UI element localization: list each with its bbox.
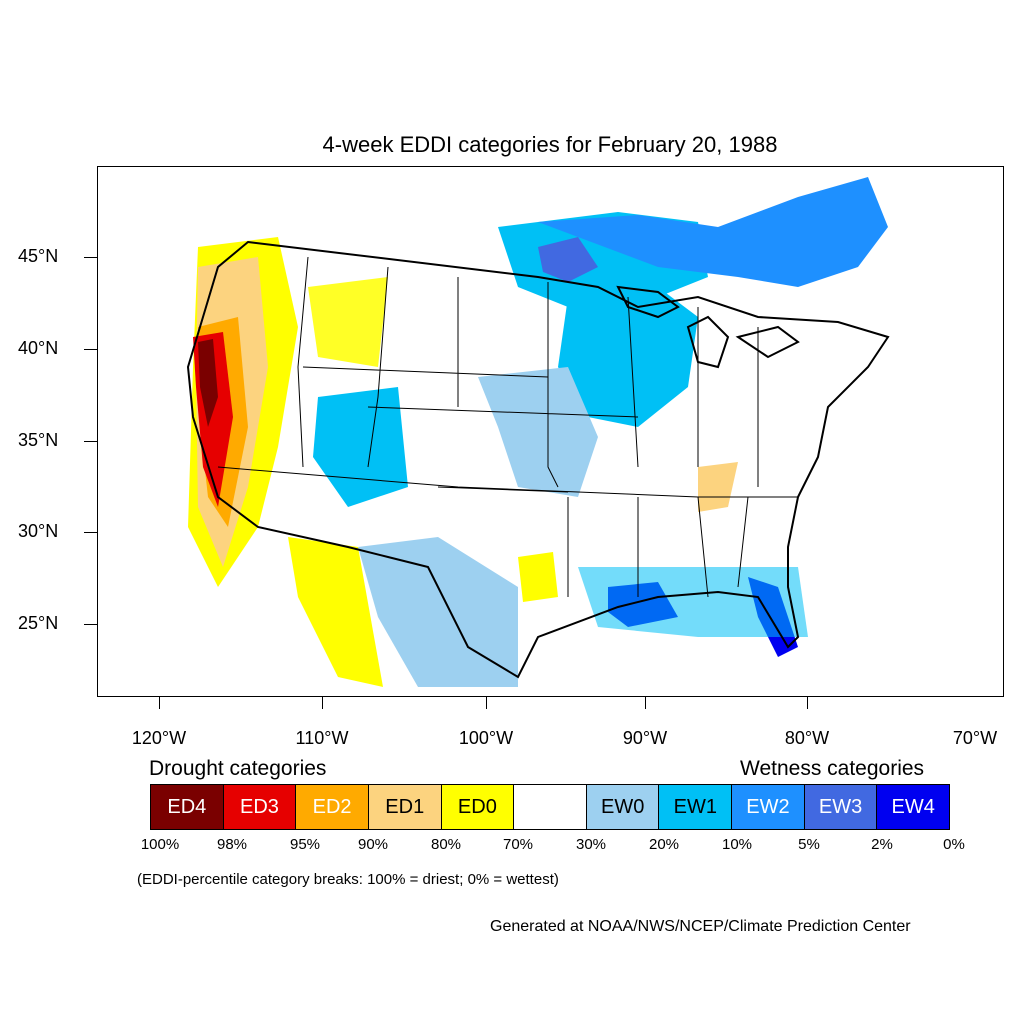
lat-label-45: 45°N [18, 246, 59, 266]
lat-label-30: 30°N [18, 521, 59, 541]
legend-ew3: EW3 [804, 785, 878, 829]
eddi-map [97, 166, 1004, 697]
legend-ew0: EW0 [586, 785, 660, 829]
wetness-categories-heading: Wetness categories [740, 757, 925, 780]
pct-label: 95% [289, 836, 321, 853]
map-canvas [186, 177, 890, 687]
lat-tick [84, 349, 97, 350]
category-legend: ED4 ED3 ED2 ED1 ED0 EW0 EW1 EW2 EW3 EW4 [150, 784, 950, 830]
credit-line: Generated at NOAA/NWS/NCEP/Climate Predi… [490, 918, 911, 935]
lat-label-25: 25°N [18, 613, 59, 633]
drought-categories-heading: Drought categories [149, 757, 327, 780]
legend-ew4: EW4 [877, 785, 950, 829]
drought-region-tennessee [698, 462, 738, 512]
pct-label: 80% [430, 836, 462, 853]
legend-ed3: ED3 [223, 785, 297, 829]
wetness-regions [313, 177, 888, 687]
pct-label: 90% [357, 836, 389, 853]
lon-label-90: 90°W [622, 728, 668, 748]
lon-label-120: 120°W [131, 728, 187, 748]
legend-ed0: ED0 [441, 785, 515, 829]
state-lines [217, 256, 798, 598]
category-note: (EDDI-percentile category breaks: 100% =… [137, 871, 559, 888]
legend-ed1: ED1 [368, 785, 442, 829]
lon-tick [807, 697, 808, 709]
map-title: 4-week EDDI categories for February 20, … [322, 132, 778, 157]
legend-ed4: ED4 [151, 785, 224, 829]
wet-region-midwest-light [478, 367, 598, 497]
us-outline [186, 240, 890, 679]
pct-label: 2% [871, 836, 893, 853]
drought-region-montana [308, 277, 388, 367]
lon-label-70: 70°W [952, 728, 998, 748]
pct-label: 100% [140, 836, 180, 853]
lon-tick [486, 697, 487, 709]
lon-label-100: 100°W [458, 728, 514, 748]
pct-label: 70% [502, 836, 534, 853]
pct-label: 5% [798, 836, 820, 853]
drought-region-baja [288, 537, 383, 687]
lon-tick [322, 697, 323, 709]
legend-ed2: ED2 [296, 785, 369, 829]
lat-tick [84, 441, 97, 442]
pct-label: 20% [648, 836, 680, 853]
drought-region-texas [518, 552, 558, 602]
legend-normal [514, 785, 587, 829]
wet-region-gulf-coast-light [578, 567, 808, 637]
wet-region-rockies [313, 387, 408, 507]
pct-label: 10% [721, 836, 753, 853]
lon-tick [159, 697, 160, 709]
wet-region-canada [538, 177, 888, 287]
pct-label: 30% [575, 836, 607, 853]
legend-ew1: EW1 [659, 785, 733, 829]
legend-ew2: EW2 [732, 785, 805, 829]
lon-label-80: 80°W [784, 728, 830, 748]
wet-region-southwest [358, 537, 518, 687]
lat-tick [84, 257, 97, 258]
pct-label: 0% [943, 836, 965, 853]
wet-region-superior [538, 237, 598, 282]
lat-tick [84, 624, 97, 625]
great-lakes [616, 285, 800, 369]
boundaries [186, 240, 890, 679]
lat-label-35: 35°N [18, 430, 59, 450]
lon-tick [645, 697, 646, 709]
drought-region-california-ed4 [198, 339, 218, 427]
pct-label: 98% [216, 836, 248, 853]
lat-tick [84, 532, 97, 533]
lat-label-40: 40°N [18, 338, 59, 358]
wet-region-upper-midwest [558, 287, 698, 427]
lon-label-110: 110°W [295, 728, 349, 748]
